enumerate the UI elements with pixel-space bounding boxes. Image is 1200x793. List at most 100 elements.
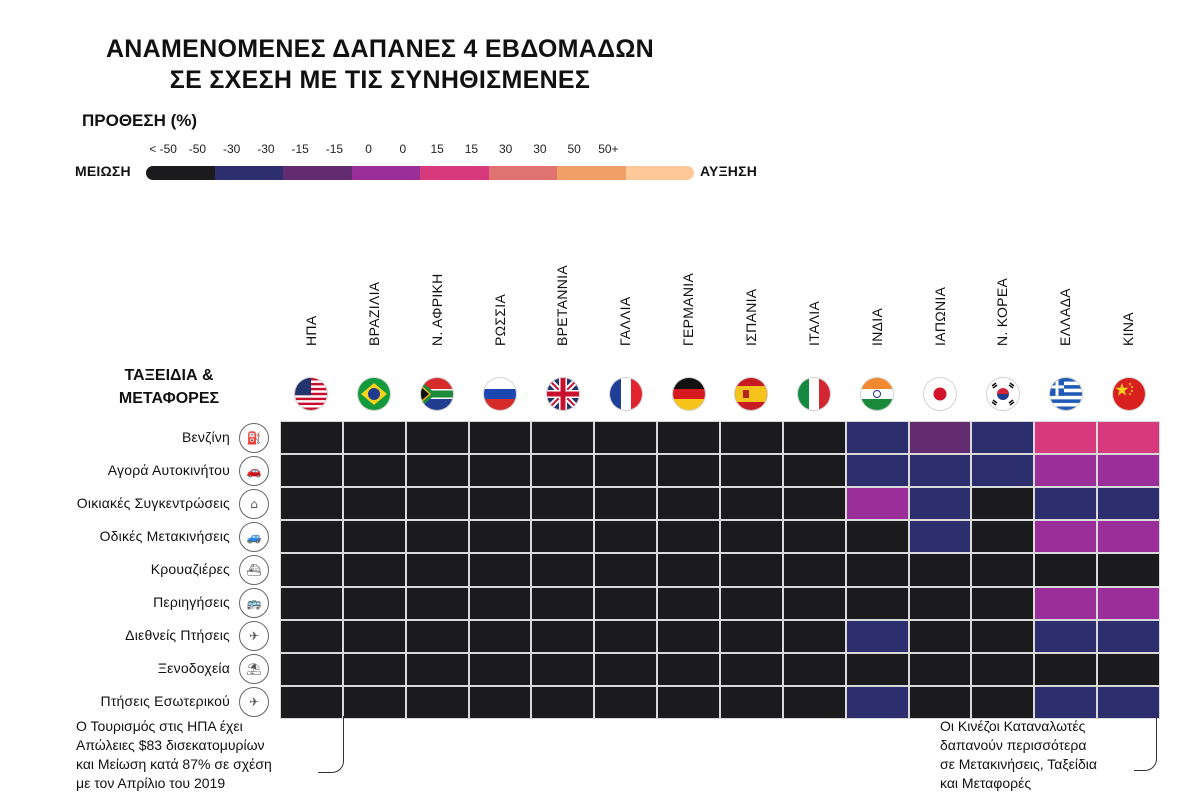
- heatmap-cell: [1035, 653, 1097, 685]
- france-flag-icon: [609, 378, 642, 410]
- heatmap-cell: [783, 653, 845, 685]
- heatmap-cell: [595, 455, 657, 487]
- heatmap-cell: [469, 422, 531, 454]
- south-africa-flag-icon: [421, 378, 454, 410]
- heatmap-cell: [972, 422, 1034, 454]
- heatmap-cell: [909, 620, 971, 652]
- heatmap-cell: [658, 686, 719, 718]
- heatmap-cell: [1098, 422, 1159, 454]
- country-label: ΕΛΛΑΔΑ: [1057, 288, 1074, 346]
- heatmap-cell: [1098, 488, 1159, 520]
- heatmap-cell: [783, 521, 845, 553]
- heatmap-cell: [1098, 521, 1159, 553]
- heatmap-cell: [721, 422, 782, 454]
- country-label: ΙΣΠΑΝΙΑ: [743, 288, 759, 346]
- legend-bin: [283, 166, 352, 180]
- country-header: ΚΙΝΑ: [1097, 262, 1159, 362]
- legend-title: ΠΡΟΘΕΣΗ (%): [82, 111, 198, 130]
- chart-title: ΑΝΑΜΕΝΟΜΕΝΕΣ ΔΑΠΑΝΕΣ 4 ΕΒΔΟΜΑΔΩΝ ΣΕ ΣΧΕΣ…: [60, 34, 700, 96]
- heatmap-cell: [909, 455, 971, 487]
- legend-tick-label: 0: [365, 142, 372, 156]
- usa-note-line: με τον Απρίλιο του 2019: [76, 775, 226, 791]
- category-label: Κρουαζιέρες: [150, 561, 230, 577]
- heatmap-cell: [1035, 455, 1097, 487]
- legend-bin: [146, 166, 215, 180]
- legend-tick-label: 30: [498, 142, 513, 156]
- country-header: ΙΣΠΑΝΙΑ: [720, 262, 782, 362]
- heatmap-cell: [469, 653, 531, 685]
- legend-tick-label: -50: [188, 142, 207, 156]
- heatmap-cell: [469, 554, 531, 586]
- heatmap-cell: [532, 554, 594, 586]
- legend-bin: [420, 166, 489, 180]
- airplane-icon: ✈: [239, 621, 269, 652]
- legend-tick-label: 50: [567, 142, 581, 156]
- country-header: ΓΑΛΛΙΑ: [594, 262, 656, 362]
- heatmap-cell: [972, 686, 1034, 718]
- china-note-line: σε Μετακινήσεις, Ταξείδια: [940, 756, 1097, 772]
- heatmap-cell: [658, 455, 719, 487]
- heatmap-cell: [846, 620, 908, 652]
- country-header: Ν. ΚΟΡΕΑ: [971, 262, 1033, 362]
- heatmap-cell: [721, 620, 782, 652]
- heatmap-cell: [1035, 587, 1097, 619]
- italy-flag-icon: [798, 378, 831, 410]
- country-label: Ν. ΑΦΡΙΚΗ: [428, 273, 445, 346]
- heatmap-cell: [846, 587, 908, 619]
- section-label: ΤΑΞΕΙΔΙΑ & ΜΕΤΑΦΟΡΕΣ: [100, 364, 238, 410]
- category-label: Οδικές Μετακινήσεις: [99, 527, 230, 544]
- section-label-line-1: ΤΑΞΕΙΔΙΑ &: [124, 367, 214, 384]
- heatmap-cell: [343, 587, 405, 619]
- car-icon: 🚙: [239, 521, 269, 552]
- legend-increase-label: ΑΥΞΗΣΗ: [700, 163, 758, 179]
- heatmap-cell: [469, 455, 531, 487]
- category-label: Οικιακές Συγκεντρώσεις: [76, 494, 230, 511]
- heatmap-cell: [469, 488, 531, 520]
- heatmap-cell: [343, 686, 405, 718]
- car-purchase-icon: 🚗: [239, 455, 269, 486]
- country-label: ΚΙΝΑ: [1120, 312, 1137, 346]
- heatmap-cell: [595, 554, 657, 586]
- heatmap-cell: [721, 686, 782, 718]
- legend-tick-label: 50+: [598, 142, 619, 156]
- home-gathering-icon: ⌂: [239, 488, 269, 519]
- right-note-bracket: [1134, 716, 1157, 771]
- heatmap-cell: [658, 488, 719, 520]
- country-header: ΙΑΠΩΝΙΑ: [909, 262, 971, 362]
- category-label: Διεθνείς Πτήσεις: [125, 627, 230, 644]
- india-flag-icon: [861, 378, 894, 410]
- china-note-line: Οι Κινέζοι Καταναλωτές: [940, 718, 1086, 734]
- brazil-flag-icon: [358, 378, 391, 410]
- heatmap-cell: [972, 620, 1034, 652]
- country-label: Ν. ΚΟΡΕΑ: [994, 277, 1011, 346]
- heatmap-cell: [532, 587, 594, 619]
- heatmap-cell: [846, 686, 908, 718]
- legend-decrease-label: ΜΕΙΩΣΗ: [75, 163, 131, 179]
- heatmap-cell: [595, 521, 657, 553]
- heatmap-cell: [532, 521, 594, 553]
- country-header: ΓΕΡΜΑΝΙΑ: [657, 262, 719, 362]
- heatmap-cell: [783, 488, 845, 520]
- heatmap-cell: [469, 620, 531, 652]
- heatmap-cell: [406, 620, 468, 652]
- country-label: ΙΑΠΩΝΙΑ: [931, 286, 948, 346]
- heatmap-cell: [343, 455, 405, 487]
- heatmap-cell: [972, 587, 1034, 619]
- heatmap-cell: [281, 455, 342, 487]
- china-note-line: δαπανούν περισσότερα: [940, 737, 1087, 753]
- heatmap-cell: [783, 686, 845, 718]
- country-header: ΒΡΕΤΑΝΝΙΑ: [531, 262, 593, 362]
- heatmap-cell: [909, 587, 971, 619]
- heatmap-cell: [343, 488, 405, 520]
- heatmap-cell: [595, 422, 657, 454]
- fuel-icon: ⛽: [239, 422, 269, 453]
- heatmap-cell: [1098, 686, 1159, 718]
- heatmap-cell: [406, 422, 468, 454]
- heatmap-cell: [281, 554, 342, 586]
- heatmap-cell: [909, 686, 971, 718]
- heatmap-cell: [469, 521, 531, 553]
- country-header: ΡΩΣΣΙΑ: [469, 262, 531, 362]
- heatmap-cell: [972, 488, 1034, 520]
- usa-flag-icon: [295, 378, 328, 410]
- heatmap-cell: [595, 686, 657, 718]
